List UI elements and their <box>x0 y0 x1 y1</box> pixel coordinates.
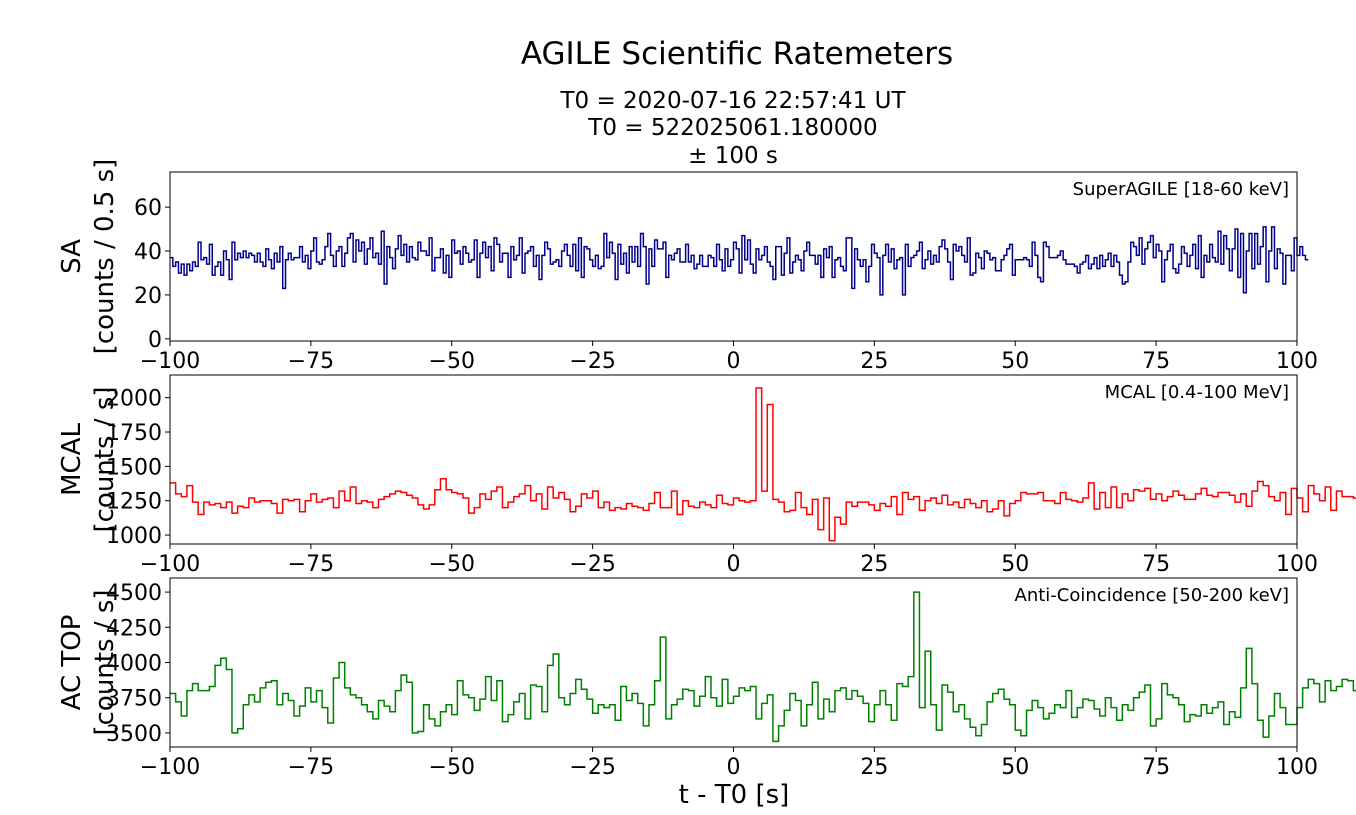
ac-top-energy-band-annotation: Anti-Coincidence [50-200 keV] <box>1015 585 1289 606</box>
sa-y-axis-units: [counts / 0.5 s] <box>90 159 120 355</box>
ac-top-x-tick-label: 25 <box>860 755 888 780</box>
ac-top-y-tick-label: 3500 <box>106 722 162 747</box>
ac-top-x-tick-label: −25 <box>569 755 615 780</box>
mcal-y-tick-label: 1500 <box>106 455 162 480</box>
mcal-x-tick-label: 50 <box>1001 552 1029 577</box>
sa-y-tick-label: 0 <box>148 328 162 353</box>
ac-top-y-axis-title: AC TOP <box>57 615 87 711</box>
subtitle-line-met: T0 = 522025061.180000 <box>587 115 877 141</box>
ac-top-panel: −100 −75 −50 −25 0 25 50 75 100 3500 3750 4000 4250 4… <box>57 577 1356 780</box>
sa-y-axis-title: SA <box>57 239 87 274</box>
sa-x-tick-label: 50 <box>1001 349 1029 374</box>
sa-x-tick-label: 75 <box>1142 349 1170 374</box>
mcal-y-tick-label: 2000 <box>106 387 162 412</box>
ac-top-x-tick-label: −75 <box>288 755 334 780</box>
mcal-x-tick-label: 0 <box>727 552 741 577</box>
mcal-x-tick-label: −100 <box>140 552 200 577</box>
ac-top-x-tick-label: 100 <box>1276 755 1318 780</box>
mcal-x-tick-label: −50 <box>429 552 475 577</box>
mcal-x-tick-label: −25 <box>569 552 615 577</box>
mcal-panel: −100 −75 −50 −25 0 25 50 75 100 1000 1250 1500 1750 2… <box>57 374 1356 577</box>
ac-top-y-tick-label: 4250 <box>106 616 162 641</box>
sa-y-tick-label: 40 <box>134 240 162 265</box>
ac-top-y-tick-label: 4500 <box>106 581 162 606</box>
ac-top-x-tick-label: −100 <box>140 755 200 780</box>
sa-x-tick-label: −25 <box>569 349 615 374</box>
sa-x-tick-label: −100 <box>140 349 200 374</box>
mcal-x-tick-label: 75 <box>1142 552 1170 577</box>
subtitle-line-window: ± 100 s <box>688 143 778 169</box>
sa-x-tick-label: −50 <box>429 349 475 374</box>
sa-x-tick-label: 0 <box>727 349 741 374</box>
sa-x-tick-label: 100 <box>1276 349 1318 374</box>
mcal-y-tick-label: 1750 <box>106 421 162 446</box>
ac-top-x-tick-label: 50 <box>1001 755 1029 780</box>
ac-top-series-line <box>170 591 1356 743</box>
sa-y-tick-label: 60 <box>134 196 162 221</box>
sa-energy-band-annotation: SuperAGILE [18-60 keV] <box>1073 179 1289 200</box>
subtitle-line-utc: T0 = 2020-07-16 22:57:41 UT <box>559 88 906 114</box>
figure-title: AGILE Scientific Ratemeters <box>521 36 953 72</box>
mcal-x-tick-label: 100 <box>1276 552 1318 577</box>
ac-top-x-tick-label: −50 <box>429 755 475 780</box>
sa-x-tick-label: −75 <box>288 349 334 374</box>
mcal-x-tick-label: −75 <box>288 552 334 577</box>
mcal-y-axis-title: MCAL <box>57 423 87 496</box>
ac-top-y-tick-label: 3750 <box>106 687 162 712</box>
ac-top-y-axis-units: [counts / s] <box>90 589 120 735</box>
mcal-y-tick-label: 1250 <box>106 490 162 515</box>
sa-x-tick-label: 25 <box>860 349 888 374</box>
mcal-energy-band-annotation: MCAL [0.4-100 MeV] <box>1105 382 1289 403</box>
sa-y-tick-label: 20 <box>134 284 162 309</box>
sa-series-line <box>170 226 1309 296</box>
mcal-y-axis-units: [counts / s] <box>90 386 120 532</box>
ac-top-y-tick-label: 4000 <box>106 652 162 677</box>
sa-panel: −100 −75 −50 −25 0 25 50 75 100 0 20 40 60 SA [counts … <box>57 159 1318 374</box>
ac-top-x-tick-label: 75 <box>1142 755 1170 780</box>
mcal-x-tick-label: 25 <box>860 552 888 577</box>
ac-top-x-tick-label: 0 <box>727 755 741 780</box>
mcal-series-line <box>170 387 1356 542</box>
mcal-y-tick-label: 1000 <box>106 524 162 549</box>
x-axis-label: t - T0 [s] <box>679 780 790 810</box>
